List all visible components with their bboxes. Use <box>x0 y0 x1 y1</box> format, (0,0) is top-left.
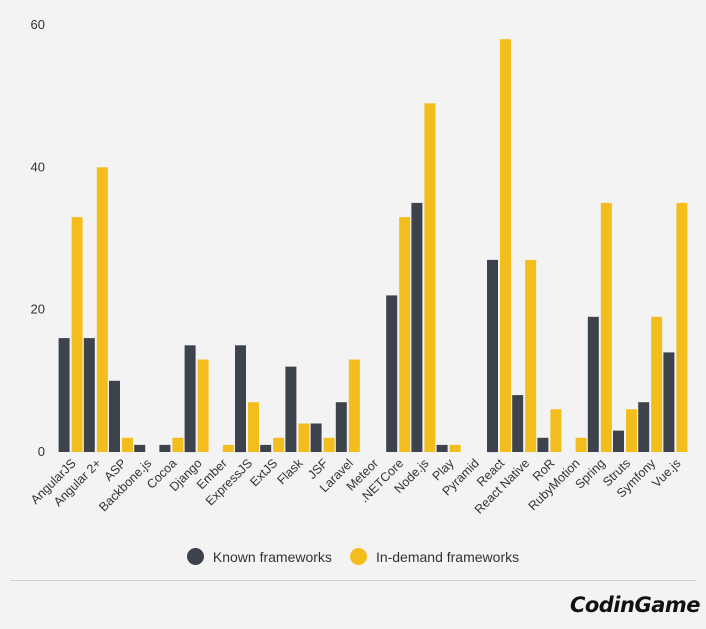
bar-known-symfony <box>638 402 650 452</box>
bar-in-demand-ember <box>222 444 234 452</box>
bar-known-jsf <box>310 423 322 452</box>
bar-known-expressjs <box>235 345 246 453</box>
y-tick-label: 40 <box>31 159 45 174</box>
bar-in-demand-flask <box>298 423 310 452</box>
legend: Known frameworks In-demand frameworks <box>0 548 706 565</box>
bar-known-spring <box>587 316 599 452</box>
x-tick-label: ExtJS <box>247 456 280 489</box>
legend-in-demand-label: In-demand frameworks <box>375 548 520 565</box>
y-axis-ticks: 0 20 40 60 <box>31 17 45 459</box>
x-tick-label: Vue.js <box>649 456 683 490</box>
bar-known-backbone-js <box>134 444 146 452</box>
bar-in-demand-laravel <box>348 359 360 452</box>
bar-in-demand-react-native <box>525 259 537 453</box>
bar-in-demand-rubymotion <box>575 437 587 452</box>
y-tick-label: 20 <box>31 302 45 317</box>
bar-in-demand-node-js <box>424 103 436 453</box>
bar-in-demand-angular-2 <box>96 167 108 453</box>
bar-known-vue-js <box>663 352 675 452</box>
bar-known-angular-2 <box>83 338 95 452</box>
bar-known-netcore <box>386 295 398 452</box>
codingame-logo: CodinGame <box>569 593 701 617</box>
bar-in-demand-symfony <box>651 316 663 452</box>
bar-known-cocoa <box>159 444 171 452</box>
legend-known-label: Known frameworks <box>212 548 332 565</box>
bar-known-django <box>184 345 196 453</box>
bar-in-demand-spring <box>600 202 612 452</box>
bar-in-demand-ror <box>550 409 562 452</box>
bar-in-demand-react <box>500 39 511 452</box>
legend-in-demand-swatch <box>349 548 367 565</box>
bar-in-demand-expressjs <box>248 402 259 452</box>
bar-in-demand-angularjs <box>71 217 83 452</box>
bar-known-struts <box>613 430 624 452</box>
bar-known-ror <box>537 437 549 452</box>
bar-in-demand-struts <box>626 409 637 452</box>
bar-in-demand-jsf <box>323 437 335 452</box>
legend-item-in-demand[interactable]: In-demand frameworks <box>349 548 520 565</box>
divider <box>10 580 696 581</box>
bar-known-asp <box>109 380 120 452</box>
bar-known-laravel <box>335 402 347 452</box>
bar-known-play <box>436 444 448 452</box>
legend-item-known[interactable]: Known frameworks <box>186 548 332 565</box>
bar-in-demand-extjs <box>273 437 285 452</box>
bar-known-angularjs <box>58 338 70 452</box>
bar-known-react-native <box>512 395 524 452</box>
bar-in-demand-django <box>197 359 209 452</box>
bar-known-extjs <box>260 444 272 452</box>
x-tick-label: Flask <box>274 456 306 488</box>
bar-in-demand-asp <box>122 437 133 452</box>
legend-known-swatch <box>186 548 204 565</box>
bar-known-node-js <box>411 202 423 452</box>
bar-in-demand-cocoa <box>172 437 184 452</box>
bar-known-react <box>487 259 498 453</box>
bar-known-flask <box>285 366 297 452</box>
y-tick-label: 60 <box>31 17 45 32</box>
bars <box>58 39 688 453</box>
y-tick-label: 0 <box>38 444 45 459</box>
bar-in-demand-netcore <box>399 217 411 452</box>
bar-in-demand-play <box>449 444 461 452</box>
bar-in-demand-vue-js <box>676 202 688 452</box>
